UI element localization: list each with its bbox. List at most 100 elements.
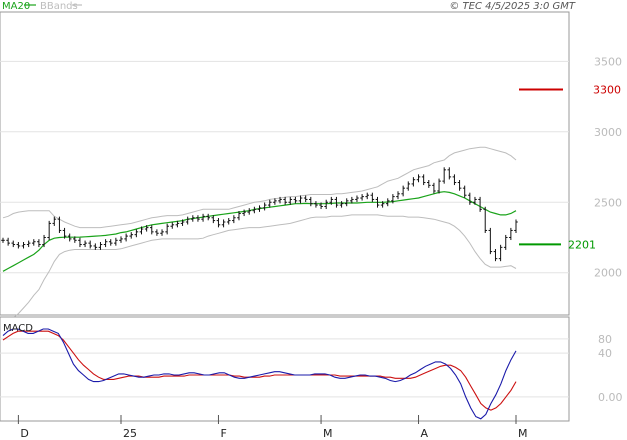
price-bar	[334, 196, 339, 208]
price-bar	[488, 227, 493, 255]
price-bar	[452, 174, 457, 186]
price-bar	[421, 174, 426, 186]
price-bar	[370, 192, 375, 202]
price-bar	[483, 206, 488, 233]
x-tick-label: A	[421, 427, 429, 440]
price-bar	[437, 178, 441, 194]
price-bar	[242, 209, 246, 217]
price-bar	[73, 236, 77, 243]
price-y-tick-label: 3000	[594, 126, 622, 139]
price-bar	[426, 179, 431, 188]
price-bar	[232, 215, 236, 224]
macd-grid	[0, 338, 569, 398]
price-bar	[391, 194, 395, 204]
price-bar	[185, 216, 190, 225]
price-bar	[201, 213, 205, 222]
x-tick-label: 25	[123, 427, 137, 440]
price-bar	[124, 233, 128, 242]
price-bar	[98, 241, 103, 250]
price-bar	[67, 233, 72, 242]
price-bar	[288, 196, 293, 205]
x-tick-label: M	[323, 427, 333, 440]
support-level-label: 2201	[568, 238, 596, 251]
price-bar	[52, 216, 57, 226]
price-bar	[16, 241, 21, 249]
price-bar	[180, 219, 185, 226]
macd-signal-line	[2, 330, 517, 411]
price-bar	[462, 185, 467, 198]
price-bar	[365, 192, 370, 200]
price-bar	[6, 237, 10, 246]
price-bar	[447, 167, 452, 180]
price-bar	[375, 196, 380, 208]
price-bar	[247, 208, 252, 215]
price-bar	[442, 167, 446, 184]
price-bar	[47, 220, 51, 241]
macd-y-tick-label: 80	[598, 333, 612, 346]
price-y-tick-label: 2500	[594, 196, 622, 209]
macd-line	[2, 328, 517, 420]
price-bar	[160, 229, 164, 236]
price-bar	[309, 196, 313, 207]
price-bar	[509, 227, 513, 241]
x-ticks: D 25 F M A M	[17, 415, 528, 440]
price-bar	[267, 199, 272, 208]
price-bar	[468, 192, 472, 205]
price-panel	[0, 11, 570, 316]
x-tick-label: D	[20, 427, 28, 440]
price-bar	[432, 182, 436, 194]
price-bar	[473, 196, 477, 205]
bbands-lower-line	[2, 214, 517, 323]
price-grid	[0, 60, 569, 274]
price-bar	[57, 216, 62, 233]
price-bar	[42, 234, 46, 248]
macd-series	[2, 328, 517, 420]
price-bar	[221, 219, 226, 228]
price-bar	[514, 219, 518, 233]
price-bar	[257, 205, 262, 212]
price-bar	[298, 195, 303, 204]
price-bar	[83, 240, 87, 248]
price-bar	[293, 196, 298, 204]
price-bar	[21, 241, 26, 249]
price-bar	[283, 196, 287, 205]
price-bar	[108, 239, 113, 246]
price-bar	[478, 196, 482, 212]
price-bar	[139, 226, 144, 235]
x-tick-label: M	[518, 427, 528, 440]
price-bar	[380, 201, 385, 208]
macd-y-tick-label: 40	[598, 347, 612, 360]
price-bar	[149, 225, 154, 235]
price-bar	[206, 213, 210, 221]
price-bar	[416, 174, 421, 183]
price-bar	[406, 181, 411, 191]
price-bar	[350, 196, 354, 204]
price-bar	[503, 234, 508, 250]
legend-ma20: MA20	[2, 1, 30, 12]
price-y-tick-label: 3500	[594, 55, 622, 68]
price-bar	[360, 194, 364, 201]
price-bar	[155, 229, 159, 236]
price-bar	[273, 198, 277, 205]
price-bar	[457, 179, 462, 191]
macd-panel	[0, 316, 570, 422]
price-bar	[314, 201, 318, 208]
price-bar	[303, 195, 308, 202]
price-bar	[26, 240, 31, 248]
price-bar	[344, 198, 349, 207]
macd-label: MACD	[3, 323, 33, 334]
price-y-ticks: 3500 3000 2500 2000	[594, 55, 622, 279]
price-bar	[78, 237, 82, 248]
price-bar	[401, 185, 405, 197]
price-bar	[170, 222, 175, 229]
x-tick-label: F	[220, 427, 226, 440]
price-bar	[498, 244, 503, 262]
price-bar	[329, 196, 334, 205]
bbands-upper-line	[2, 146, 517, 229]
price-bar	[175, 220, 180, 228]
price-bar	[129, 232, 134, 239]
copyright-text: © TEC 4/5/2025 3:0 GMT	[449, 1, 576, 12]
price-bar	[319, 202, 323, 210]
price-y-tick-label: 2000	[594, 267, 622, 280]
price-bar	[355, 195, 359, 202]
